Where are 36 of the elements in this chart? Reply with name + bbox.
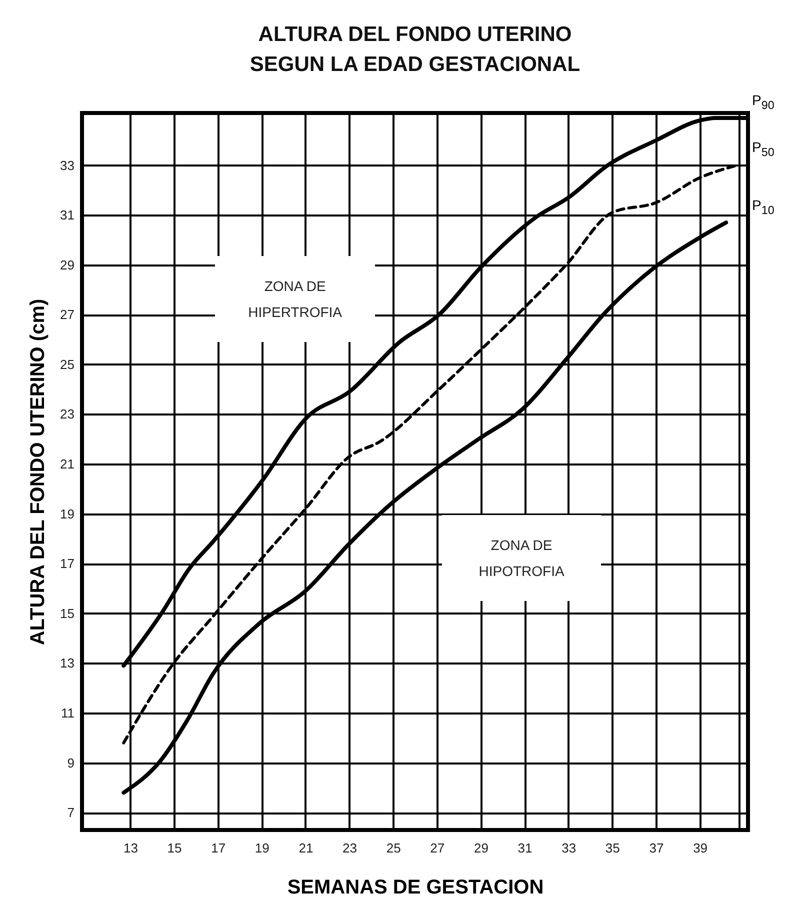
y-tick-label: 15 (60, 606, 74, 621)
x-tick-label: 31 (518, 840, 532, 856)
x-tick-label: 25 (386, 840, 401, 856)
series-label: P$_{10}$ (752, 196, 774, 216)
y-tick-label: 29 (60, 257, 74, 272)
y-tick-label: 7 (67, 805, 74, 820)
x-tick-label: 35 (605, 840, 620, 856)
y-axis-title: ALTURA DEL FONDO UTERINO (cm) (27, 298, 50, 646)
y-tick-label: 31 (60, 208, 74, 223)
x-tick-label: 19 (254, 840, 270, 856)
series-label: P$_{50}$ (752, 139, 774, 160)
x-tick-label: 39 (693, 840, 708, 856)
x-tick-label: 21 (298, 840, 314, 856)
y-tick-label: 25 (60, 356, 74, 372)
y-tick-label: 13 (60, 656, 74, 671)
x-tick-label: 23 (342, 840, 358, 856)
y-tick-label: 33 (60, 158, 74, 173)
x-tick-label: 29 (474, 840, 488, 856)
chart-title: ALTURA DEL FONDO UTERINO SEGUN LA EDAD GESTACIONAL (250, 23, 580, 76)
text-box: ZONA DE HIPERTROFIA (215, 256, 376, 342)
x-tick-label: 27 (430, 840, 445, 856)
text-box: ZONA DE HIPOTROFIA (442, 514, 602, 601)
y-tick-label: 23 (60, 406, 74, 422)
series-label: P$_{90}$ (752, 92, 774, 112)
x-tick-label: 15 (167, 840, 182, 856)
y-tick-label: 21 (60, 456, 74, 472)
y-tick-label: 9 (67, 755, 74, 770)
x-axis-title: SEMANAS DE GESTACION (287, 876, 544, 898)
y-tick-label: 19 (60, 506, 74, 522)
x-tick-label: 17 (211, 840, 226, 856)
y-tick-label: 11 (61, 705, 74, 720)
x-tick-label: 13 (123, 840, 138, 856)
x-tick-label: 37 (649, 840, 664, 856)
x-tick-label: 33 (562, 840, 576, 856)
y-tick-label: 27 (60, 307, 74, 322)
y-tick-label: 17 (60, 556, 74, 572)
